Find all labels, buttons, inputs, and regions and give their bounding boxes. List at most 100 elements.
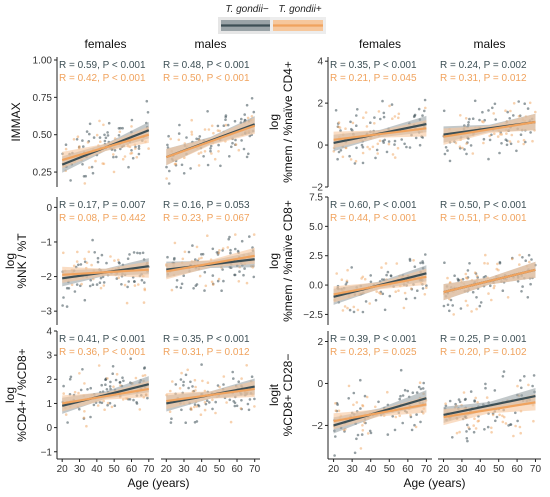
scatter-point [465, 430, 468, 433]
scatter-point [199, 151, 203, 154]
scatter-point [401, 421, 405, 425]
scatter-point [123, 155, 127, 158]
scatter-point [65, 305, 69, 308]
scatter-point [483, 261, 486, 265]
stat-text-negative: R = 0.59, P < 0.001 [59, 60, 146, 71]
y-tick-label: 2 [317, 337, 323, 348]
scatter-point [178, 387, 182, 390]
scatter-point [368, 147, 372, 151]
scatter-point [206, 234, 209, 237]
scatter-point [523, 375, 526, 378]
scatter-point [484, 275, 487, 278]
scatter-point [210, 124, 214, 128]
scatter-point [386, 433, 390, 436]
scatter-point [216, 124, 220, 128]
scatter-point [483, 118, 487, 122]
scatter-point [344, 283, 348, 286]
scatter-point [399, 368, 403, 372]
scatter-point [363, 394, 367, 398]
scatter-point [337, 409, 341, 413]
scatter-point [397, 289, 400, 293]
scatter-point [76, 250, 79, 254]
scatter-point [102, 284, 106, 287]
scatter-point [410, 287, 413, 290]
scatter-point [127, 280, 130, 283]
scatter-point [203, 389, 207, 393]
panel-right-row2-col2: R = 0.50, P < 0.001 R = 0.51, P < 0.001 [440, 200, 537, 316]
regression-line-positive [333, 403, 427, 423]
scatter-point [141, 251, 145, 255]
scatter-point [527, 383, 530, 387]
scatter-point [170, 288, 174, 292]
scatter-point [361, 161, 365, 165]
scatter-point [230, 145, 233, 149]
scatter-point [496, 135, 500, 138]
scatter-point [466, 439, 469, 443]
scatter-point [350, 127, 353, 131]
scatter-point [98, 136, 102, 139]
scatter-point [348, 308, 352, 312]
scatter-point [210, 280, 214, 284]
scatter-point [204, 284, 208, 288]
stat-text-negative: R = 0.35, P < 0.001 [163, 334, 250, 345]
scatter-point [113, 259, 116, 262]
scatter-point [98, 401, 102, 404]
scatter-point [476, 401, 479, 404]
scatter-point [88, 132, 91, 136]
stat-text-negative: R = 0.17, P = 0.007 [59, 200, 146, 211]
scatter-point [421, 261, 425, 265]
y-tick-label: −2 [312, 421, 324, 432]
scatter-point [98, 281, 102, 285]
scatter-point [180, 371, 183, 375]
panel-right-row1-col2: males R = 0.24, P = 0.002 R = 0.31, P = 0.… [440, 37, 537, 163]
scatter-point [395, 262, 399, 265]
y-tick-label: 1.00 [33, 55, 53, 66]
scatter-point [375, 290, 379, 293]
scatter-point [233, 119, 237, 123]
scatter-point [500, 142, 503, 145]
scatter-point [393, 139, 397, 143]
scatter-point [99, 140, 102, 143]
panel-right-row3-col2: R = 0.25, P = 0.001 R = 0.20, P = 0.102 20… [438, 334, 542, 475]
scatter-point [359, 407, 362, 410]
scatter-point [472, 424, 476, 427]
y-tick-label: 0.25 [33, 168, 53, 179]
scatter-point [182, 274, 185, 278]
scatter-point [361, 429, 365, 432]
scatter-point [493, 284, 496, 288]
scatter-point [479, 301, 483, 304]
scatter-point [107, 121, 111, 125]
scatter-point [190, 118, 193, 122]
scatter-point [468, 117, 471, 121]
scatter-point [387, 142, 391, 146]
scatter-point [253, 397, 256, 401]
scatter-point [458, 145, 462, 148]
scatter-point [195, 137, 198, 141]
scatter-point [492, 112, 496, 115]
scatter-point [211, 274, 215, 277]
scatter-point [451, 436, 454, 439]
scatter-point [521, 285, 524, 288]
scatter-point [399, 394, 402, 398]
x-axis-label: Age (years) [403, 476, 465, 490]
scatter-point [459, 307, 463, 310]
scatter-point [250, 115, 254, 118]
scatter-point [73, 390, 77, 394]
scatter-point [415, 413, 418, 416]
scatter-point [491, 106, 494, 110]
scatter-point [340, 278, 344, 282]
scatter-point [171, 380, 174, 383]
scatter-point [83, 382, 86, 385]
scatter-point [453, 274, 456, 278]
x-tick-label: 40 [196, 464, 208, 475]
scatter-point [487, 109, 490, 112]
y-tick-label: 2 [46, 375, 52, 386]
scatter-point [510, 133, 514, 137]
scatter-point [195, 420, 199, 423]
scatter-point [512, 434, 515, 438]
scatter-point [359, 447, 363, 450]
scatter-point [211, 247, 215, 251]
scatter-point [361, 424, 364, 427]
scatter-point [417, 385, 421, 389]
y-axis-label-line1: logit [267, 383, 281, 406]
